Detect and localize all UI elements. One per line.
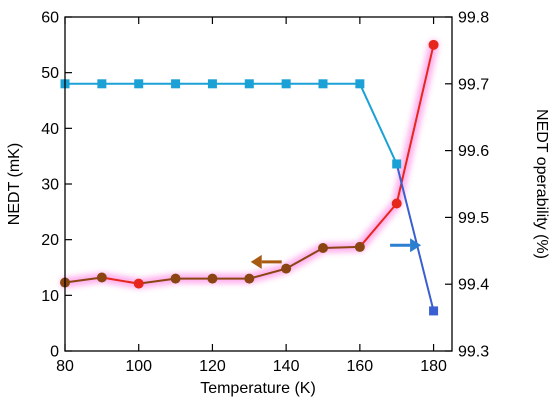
x-tick-label: 180 [420, 358, 447, 375]
series-line-segment [64, 276, 102, 284]
data-point [97, 79, 107, 89]
y-tick-label: 0 [50, 344, 59, 361]
series-line-segment [249, 267, 287, 280]
y2-tick-label: 99.4 [458, 277, 489, 294]
series-line-segment [285, 247, 324, 270]
y-tick-label: 20 [41, 232, 59, 249]
data-point [354, 241, 365, 252]
y2-tick-label: 99.7 [458, 76, 489, 93]
x-tick-label: 100 [125, 358, 152, 375]
series-line-segment [395, 44, 435, 204]
series-2 [60, 79, 439, 316]
y-axis-label: NEDT (mK) [6, 143, 23, 225]
data-point [281, 79, 291, 89]
data-point [244, 273, 255, 284]
y2-tick-label: 99.6 [458, 143, 489, 160]
series-line-segment [358, 83, 398, 165]
data-point [318, 243, 328, 254]
arrow-head [250, 254, 262, 269]
y2-tick-label: 99.8 [458, 10, 489, 27]
data-point [134, 79, 144, 89]
arrow-head [410, 238, 422, 253]
y-ticks: 0 10 20 30 40 50 60 [41, 10, 72, 361]
y2-tick-label: 99.5 [458, 210, 489, 227]
y-tick-label: 50 [41, 65, 59, 82]
ticks-layer: 80 100 120 140 160 180010203040506099.399.499… [41, 10, 489, 376]
y-tick-label: 60 [41, 10, 59, 27]
y-tick-label: 10 [41, 288, 59, 305]
data-point [355, 79, 365, 89]
y-tick-label: 40 [41, 121, 59, 138]
data-point [391, 198, 402, 209]
arrow-left-icon [250, 254, 282, 269]
data-point [392, 159, 402, 169]
data-point [244, 79, 254, 89]
series-line-segment [359, 202, 398, 248]
data-point [96, 272, 107, 283]
data-point [281, 263, 292, 274]
x-tick-label: 120 [199, 358, 226, 375]
data-point [207, 273, 218, 284]
y-tick-label: 30 [41, 177, 59, 194]
data-point [429, 306, 439, 316]
x-tick-label: 160 [347, 358, 374, 375]
data-point [318, 79, 328, 89]
series-line-segment [101, 276, 139, 285]
series-1 [60, 39, 439, 289]
data-point [170, 273, 181, 284]
series-line-segment [395, 163, 435, 312]
plot-frame [64, 16, 453, 352]
data-point [428, 39, 439, 50]
y2-axis-label: NEDT operability (%) [533, 109, 550, 259]
data-point [171, 79, 181, 89]
series-line-segment [138, 277, 176, 285]
series-line-segment [322, 245, 360, 250]
data-point [207, 79, 217, 89]
y2-tick-label: 99.3 [458, 344, 489, 361]
data-point [133, 278, 144, 289]
x-axis-label: Temperature (K) [200, 380, 316, 397]
plot-layer [60, 39, 439, 316]
arrow-right-icon [390, 238, 422, 253]
x-ticks: 80 100 120 140 160 180 [56, 17, 447, 375]
y2-ticks: 99.3 99.4 99.5 99.6 99.7 99.8 [445, 10, 489, 361]
x-tick-label: 140 [273, 358, 300, 375]
x-tick-label: 80 [56, 358, 74, 375]
